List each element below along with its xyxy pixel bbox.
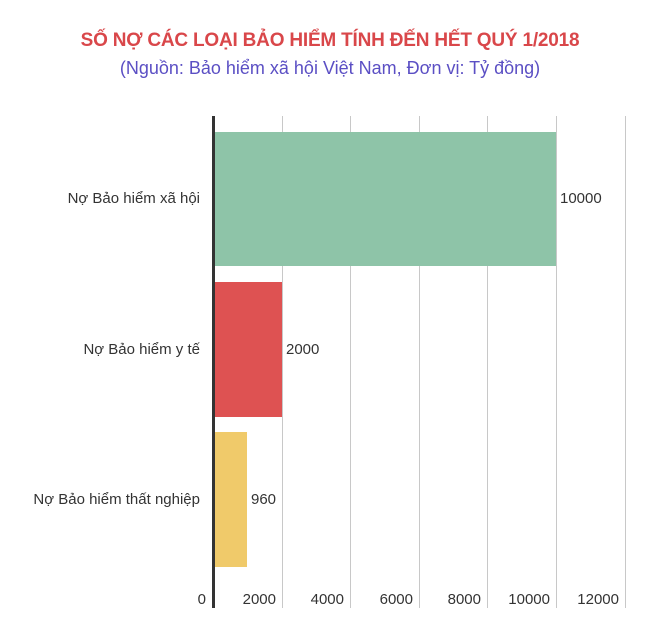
gridline-4000 <box>350 116 351 608</box>
x-tick-label: 6000 <box>379 591 413 608</box>
x-tick-label: 12000 <box>577 591 619 608</box>
value-label: 2000 <box>286 341 320 358</box>
x-tick-label: 2000 <box>242 591 276 608</box>
x-tick-label: 8000 <box>447 591 481 608</box>
category-label: Nợ Bảo hiểm y tế <box>83 341 200 358</box>
bar-unemployment-insurance <box>214 432 247 567</box>
x-tick-label: 4000 <box>310 591 344 608</box>
value-label: 960 <box>251 491 277 508</box>
x-tick-label: 10000 <box>508 591 550 608</box>
gridline-12000 <box>625 116 626 608</box>
x-tick-label: 0 <box>197 591 206 608</box>
value-label: 10000 <box>560 190 602 207</box>
bar-social-insurance <box>214 132 556 266</box>
category-label: Nợ Bảo hiểm xã hội <box>67 190 200 207</box>
chart-subtitle: (Nguồn: Bảo hiểm xã hội Việt Nam, Đơn vị… <box>119 58 541 78</box>
gridline-2000 <box>282 116 283 608</box>
gridline-8000 <box>487 116 488 608</box>
category-label: Nợ Bảo hiểm thất nghiệp <box>33 491 200 508</box>
y-axis-line <box>212 116 215 608</box>
gridline-6000 <box>419 116 420 608</box>
chart-title: SỐ NỢ CÁC LOẠI BẢO HIỂM TÍNH ĐẾN HẾT QUÝ… <box>80 30 580 51</box>
gridline-10000 <box>556 116 557 608</box>
bar-health-insurance <box>214 282 282 417</box>
